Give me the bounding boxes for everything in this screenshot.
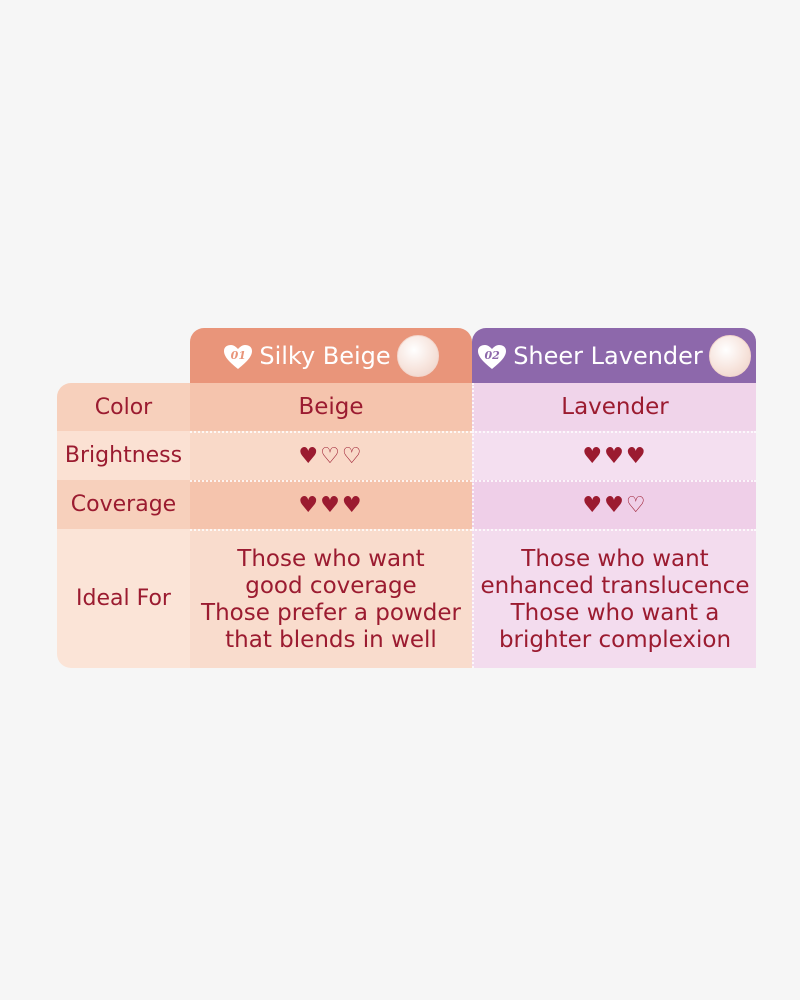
brightness-rating: ♥ ♡ ♡ [190,431,472,480]
powder-jar-image [708,334,751,377]
coverage-rating: ♥ ♥ ♥ [190,480,472,529]
heart-filled-icon: ♥ [582,493,605,518]
ideal-for-line: that blends in well [225,626,437,653]
comparison-table: 01 Silky Beige 02 Sheer Lavender Color B… [57,328,756,668]
heart-number-badge: 01 [223,344,253,369]
ideal-for-text: Those who want enhanced translucence Those… [472,529,756,668]
ideal-for-line: enhanced translucence [480,572,750,599]
heart-filled-icon: ♥ [582,444,605,469]
coverage-rating: ♥ ♥ ♡ [472,480,756,529]
heart-filled-icon: ♥ [625,444,648,469]
heart-filled-icon: ♥ [604,444,626,469]
heart-number-badge: 02 [477,344,507,369]
powder-jar-image [396,334,439,377]
row-label-coverage: Coverage [57,480,190,529]
ideal-for-line: brighter complexion [498,626,732,653]
heart-outline-icon: ♡ [625,493,648,518]
heart-filled-icon: ♥ [604,493,626,518]
color-value: Lavender [472,383,756,431]
heart-filled-icon: ♥ [298,444,321,469]
row-label-color: Color [57,383,190,431]
ideal-for-line: good coverage [245,572,417,599]
column-header-silky-beige: 01 Silky Beige [190,328,472,383]
column-header-sheer-lavender: 02 Sheer Lavender [472,328,756,383]
ideal-for-line: Those who want [521,545,709,572]
row-label-brightness: Brightness [57,431,190,480]
heart-filled-icon: ♥ [320,493,342,518]
heart-outline-icon: ♡ [320,444,342,469]
heart-outline-icon: ♡ [341,444,364,469]
row-label-ideal-for: Ideal For [57,529,190,668]
column-title: Sheer Lavender [513,341,703,370]
color-value: Beige [190,383,472,431]
ideal-for-line: Those prefer a powder [201,599,461,626]
heart-filled-icon: ♥ [298,493,321,518]
ideal-for-line: Those who want [237,545,425,572]
ideal-for-line: Those who want a [510,599,720,626]
ideal-for-text: Those who want good coverage Those prefer … [190,529,472,668]
heart-filled-icon: ♥ [341,493,364,518]
column-title: Silky Beige [259,341,391,370]
brightness-rating: ♥ ♥ ♥ [472,431,756,480]
